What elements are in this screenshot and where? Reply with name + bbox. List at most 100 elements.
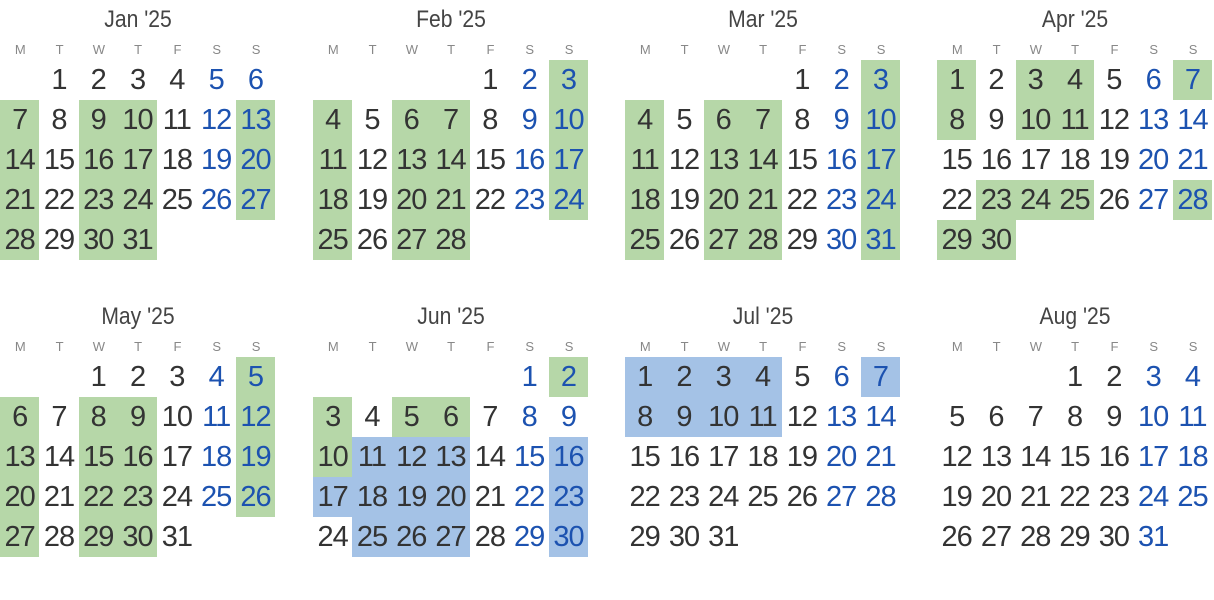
weekday-header: M <box>639 42 652 57</box>
day-cell: 6 <box>247 63 264 96</box>
weekday-header: S <box>525 339 535 354</box>
day-cell: 7 <box>1027 400 1044 433</box>
day-cell: 11 <box>352 437 392 477</box>
day-cell: 26 <box>1098 183 1130 216</box>
day-cell: 28 <box>43 520 75 553</box>
weekday-header: S <box>564 42 574 57</box>
day-cell: 9 <box>988 103 1004 136</box>
weekday-header: T <box>368 42 378 57</box>
day-cell: 25 <box>161 183 193 216</box>
day-cell: 12 <box>391 437 431 477</box>
day-cell: 2 <box>90 63 107 96</box>
day-cell: 31 <box>708 520 739 553</box>
day-cell: 7 <box>860 357 901 397</box>
day-cell: 25 <box>1054 180 1095 220</box>
weekday-header: W <box>1029 339 1043 354</box>
day-cell: 26 <box>235 477 276 517</box>
weekday-header: S <box>1188 339 1198 354</box>
day-cell: 18 <box>352 477 392 517</box>
day-cell: 7 <box>742 100 783 140</box>
day-cell: 12 <box>201 103 232 136</box>
month-calendar: Apr '25 M T W T F S S 1 2 3 4 5 6 7 8 9 10 11 12 13 14 15 16 17 1… <box>937 0 1213 300</box>
day-cell: 2 <box>129 360 146 393</box>
month-title: Feb '25 <box>416 6 486 33</box>
day-cell: 17 <box>1020 143 1051 176</box>
weekday-header: F <box>173 42 182 57</box>
day-cell: 8 <box>51 103 67 136</box>
day-cell: 29 <box>43 223 75 256</box>
day-cell: 12 <box>786 400 818 433</box>
day-cell: 16 <box>1098 440 1130 473</box>
day-cell: 28 <box>474 520 506 553</box>
day-cell: 21 <box>865 440 896 473</box>
day-cell: 4 <box>169 63 185 96</box>
weekday-header: T <box>680 42 690 57</box>
day-cell: 29 <box>629 520 661 553</box>
day-cell: 25 <box>352 517 392 557</box>
weekday-header: F <box>486 42 495 57</box>
day-cell: 11 <box>162 103 192 136</box>
day-cell: 13 <box>980 440 1012 473</box>
weekday-header: S <box>876 42 886 57</box>
day-cell: 27 <box>980 520 1012 553</box>
weekday-header: M <box>327 339 340 354</box>
day-cell: 21 <box>742 180 783 220</box>
day-cell: 30 <box>668 520 700 553</box>
weekday-header: T <box>1071 339 1080 354</box>
day-cell: 6 <box>703 100 743 140</box>
day-cell: 8 <box>794 103 810 136</box>
day-cell: 7 <box>430 100 471 140</box>
day-cell: 23 <box>826 183 857 216</box>
day-cell: 26 <box>391 517 431 557</box>
day-cell: 21 <box>1177 143 1208 176</box>
month-title: Jan '25 <box>104 6 172 33</box>
day-cell: 10 <box>703 397 743 437</box>
month-calendar: Aug '25 M T W T F S S 1 2 3 4 5 6 7 8 9 10 11 12 13 14 15 16 17 1… <box>937 297 1213 597</box>
day-cell: 20 <box>235 140 276 180</box>
day-cell: 12 <box>941 440 973 473</box>
weekday-header: S <box>1149 339 1159 354</box>
day-cell: 30 <box>548 517 589 557</box>
day-cell: 27 <box>391 220 431 260</box>
day-cell: 19 <box>941 480 973 513</box>
weekday-header: M <box>951 339 964 354</box>
weekday-header: M <box>327 42 340 57</box>
weekday-header: W <box>717 339 731 354</box>
day-cell: 16 <box>78 140 118 180</box>
day-cell: 17 <box>708 440 739 473</box>
weekday-header: S <box>212 339 222 354</box>
weekday-header: T <box>992 339 1002 354</box>
day-cell: 11 <box>1178 400 1207 433</box>
day-cell: 29 <box>514 520 545 553</box>
day-cell: 23 <box>1098 480 1130 513</box>
day-cell: 31 <box>161 520 193 553</box>
month-title: Mar '25 <box>728 6 798 33</box>
day-cell: 23 <box>976 180 1016 220</box>
day-cell: 26 <box>201 183 232 216</box>
day-cell: 24 <box>860 180 901 220</box>
day-cell: 9 <box>117 397 158 437</box>
month-calendar: Jul '25 M T W T F S S 1 2 3 4 5 6 7 8 9 10 11 12 13 14 15 16 17 1… <box>625 297 901 597</box>
day-cell: 10 <box>860 100 901 140</box>
day-cell: 4 <box>1184 360 1201 393</box>
day-cell: 27 <box>0 517 40 557</box>
weekday-header: T <box>55 339 65 354</box>
day-cell: 23 <box>514 183 545 216</box>
day-cell: 29 <box>78 517 118 557</box>
day-cell: 18 <box>201 440 232 473</box>
weekday-header: F <box>1110 42 1119 57</box>
weekday-header: T <box>759 42 768 57</box>
day-cell: 28 <box>865 480 896 513</box>
day-cell: 10 <box>117 100 158 140</box>
day-cell: 3 <box>129 63 146 96</box>
month-calendar: Jun '25 M T W T F S S 1 2 3 4 5 6 7 8 9 10 11 12 13 14 15 16 17 1… <box>313 297 589 597</box>
day-cell: 27 <box>826 480 857 513</box>
day-cell: 4 <box>625 100 665 140</box>
weekday-header: T <box>1071 42 1080 57</box>
day-cell: 30 <box>117 517 158 557</box>
day-cell: 6 <box>430 397 471 437</box>
day-cell: 22 <box>514 480 545 513</box>
weekday-header: S <box>564 339 574 354</box>
day-cell: 25 <box>625 220 665 260</box>
day-cell: 9 <box>521 103 538 136</box>
